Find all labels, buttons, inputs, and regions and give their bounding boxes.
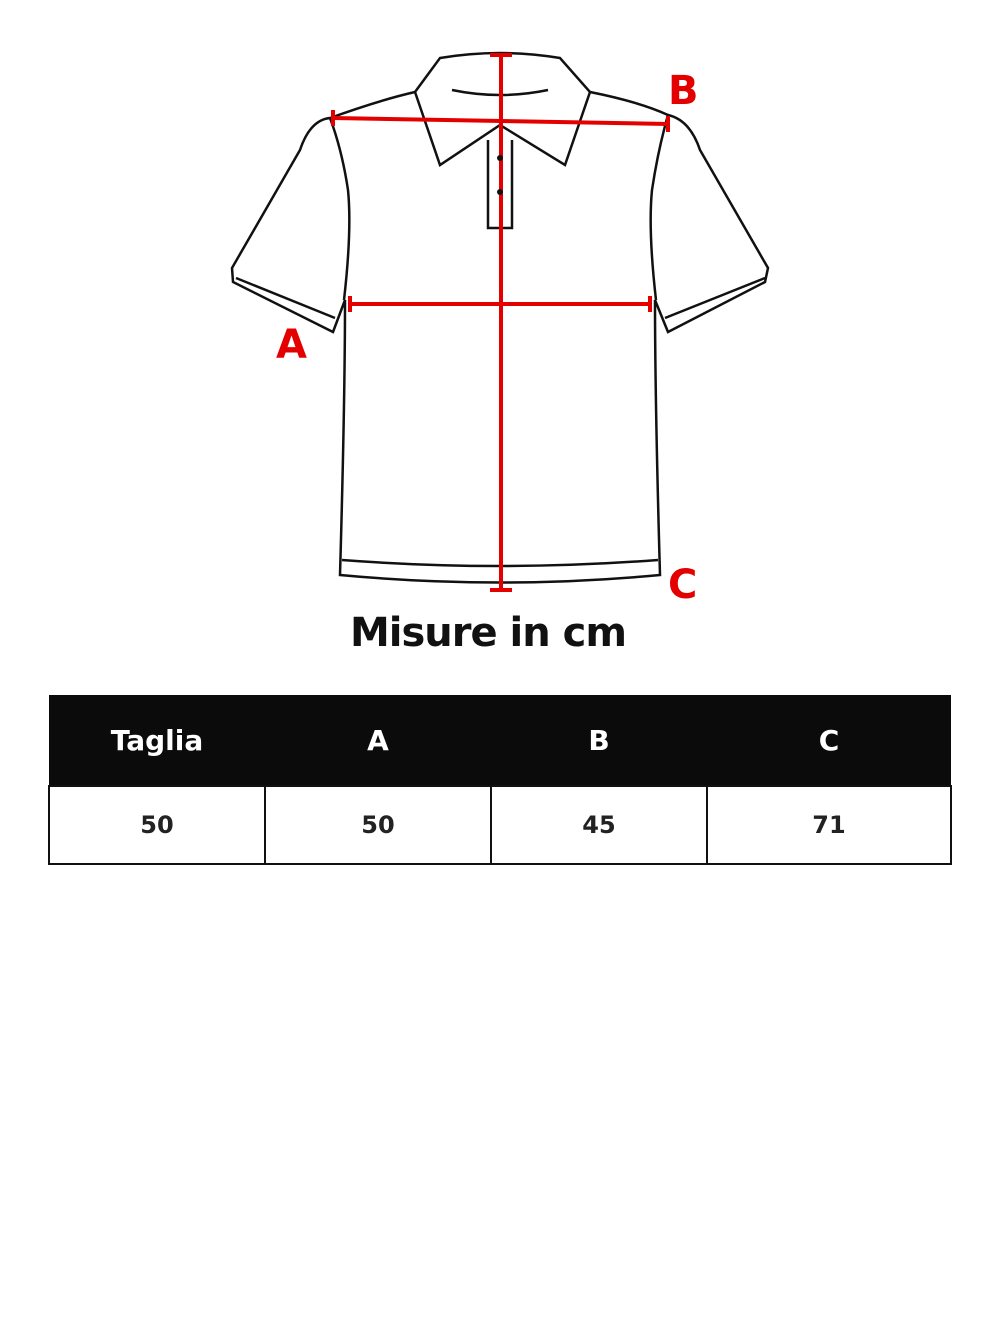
cell-taglia: 50: [48, 785, 266, 865]
page-title: Misure in cm: [349, 610, 627, 656]
cell-b: 45: [490, 785, 708, 865]
header-c: C: [707, 695, 951, 786]
table-row: 50 50 45 71: [48, 785, 952, 865]
label-c: C: [668, 562, 698, 608]
cell-a: 50: [264, 785, 492, 865]
measure-lines: [331, 53, 670, 592]
polo-shirt-diagram: [230, 51, 770, 592]
header-taglia: Taglia: [49, 695, 265, 786]
label-b: B: [668, 68, 699, 114]
cell-c: 71: [706, 785, 952, 865]
label-a: A: [276, 322, 307, 368]
header-a: A: [265, 695, 491, 786]
size-table: Taglia A B C 50 50 45 71: [48, 695, 952, 865]
header-b: B: [491, 695, 707, 786]
table-header: Taglia A B C: [49, 695, 951, 786]
